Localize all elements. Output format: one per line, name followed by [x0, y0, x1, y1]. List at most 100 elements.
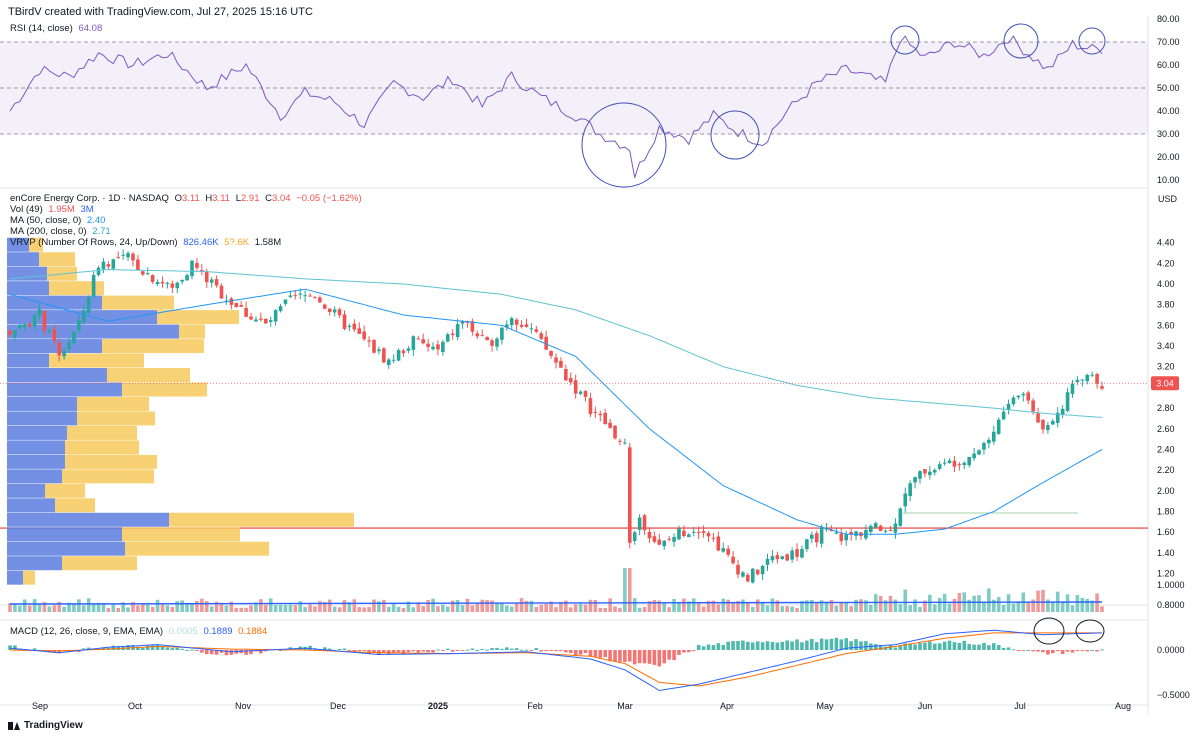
candle-body: [490, 340, 494, 346]
close-label: C: [265, 193, 273, 204]
volume-bar: [67, 602, 71, 612]
macd-histogram-bar: [603, 650, 607, 658]
price-tick-label: 1.40: [1157, 548, 1175, 558]
candle-body: [367, 340, 371, 342]
macd-histogram-bar: [623, 650, 627, 662]
volume-bar: [834, 605, 839, 612]
macd-histogram-bar: [652, 650, 657, 665]
volume-bar: [131, 602, 135, 612]
candle-body: [116, 256, 121, 258]
candle-body: [200, 270, 204, 272]
macd-histogram-bar: [401, 650, 406, 655]
macd-histogram-bar: [598, 650, 603, 658]
macd-histogram-bar: [411, 650, 416, 652]
volume-bar: [116, 607, 121, 612]
candle-body: [421, 339, 425, 344]
volume-bar: [254, 602, 258, 612]
macd-histogram-bar: [1070, 650, 1075, 653]
volume-bar: [96, 602, 101, 612]
candle-body: [923, 469, 927, 474]
macd-histogram-bar: [327, 648, 332, 650]
macd-histogram-bar: [736, 640, 740, 650]
macd-histogram-bar: [342, 648, 347, 650]
candle-body: [32, 314, 37, 327]
volume-bar: [1041, 589, 1045, 612]
candle-body: [445, 334, 450, 342]
high-label: H: [205, 193, 213, 204]
candle-body: [608, 422, 612, 428]
candle-body: [834, 532, 839, 534]
volume-bar: [283, 604, 288, 612]
volume-bar: [460, 605, 465, 612]
price-tick-label: 2.40: [1157, 444, 1175, 454]
macd-histogram-bar: [514, 648, 519, 650]
macd-histogram-bar: [750, 642, 755, 650]
volume-bar: [18, 605, 22, 612]
macd-histogram-bar: [593, 650, 598, 657]
volume-bar: [780, 606, 785, 612]
candle-body: [500, 327, 504, 340]
candle-body: [357, 328, 362, 334]
macd-histogram-bar: [972, 644, 976, 650]
candle-body: [1070, 383, 1075, 394]
candle-body: [696, 531, 701, 533]
volume-profile-up-bar: [7, 440, 65, 455]
volume-bar: [618, 607, 622, 612]
macd-histogram-bar: [844, 638, 849, 650]
volume-bar: [937, 597, 942, 612]
volume-profile-down-bar: [102, 339, 204, 354]
volume-profile-down-bar: [122, 527, 240, 542]
vrvp-legend: VRVP (Number Of Rows, 24, Up/Down) 826.4…: [10, 237, 284, 248]
volume-bar: [795, 607, 799, 612]
rsi-legend: RSI (14, close) 64.08: [10, 23, 105, 34]
volume-bar: [765, 605, 770, 612]
price-tick-label: 3.40: [1157, 341, 1175, 351]
ma200-legend: MA (200, close, 0) 2.71: [10, 226, 114, 237]
candle-body: [741, 572, 745, 577]
candle-body: [849, 532, 853, 535]
volume-bar: [893, 599, 898, 612]
candle-body: [529, 328, 534, 330]
volume-bar: [303, 606, 307, 612]
volume-profile-down-bar: [65, 440, 139, 455]
candle-body: [401, 350, 406, 354]
volume-bar: [401, 607, 406, 612]
candle-body: [505, 324, 509, 328]
ma50-line: [9, 288, 1103, 535]
rsi-annotation-circle: [710, 110, 760, 160]
candle-body: [652, 536, 657, 542]
volume-bar: [908, 605, 912, 612]
candle-body: [1095, 374, 1099, 384]
volume-ma-line: [9, 601, 1103, 605]
macd-histogram-bar: [908, 643, 912, 650]
volume-bar: [790, 606, 794, 612]
macd-histogram-bar: [509, 648, 514, 650]
macd-histogram-bar: [278, 650, 283, 652]
volume-bar: [180, 600, 184, 612]
price-tick-label: 2.80: [1157, 403, 1175, 413]
candle-body: [627, 447, 632, 543]
volume-bar: [746, 602, 750, 612]
candle-body: [618, 440, 622, 442]
volume-bar: [495, 602, 499, 612]
macd-histogram-bar: [141, 647, 145, 650]
candle-body: [888, 530, 893, 532]
candle-body: [1065, 392, 1070, 412]
macd-histogram-bar: [263, 650, 268, 652]
macd-histogram-bar: [170, 648, 175, 650]
volume-bar: [500, 603, 504, 612]
volume-bar: [1006, 594, 1011, 612]
macd-histogram-bar: [682, 650, 686, 653]
volume-profile-up-bar: [7, 382, 122, 397]
macd-histogram-bar: [800, 642, 804, 650]
candle-body: [736, 564, 740, 575]
volume-profile-down-bar: [169, 512, 354, 527]
volume-bar: [554, 607, 558, 612]
candle-body: [805, 539, 809, 550]
candle-body: [204, 271, 209, 283]
candle-body: [185, 275, 189, 281]
volume-bar: [204, 601, 209, 612]
volume-profile-down-bar: [29, 237, 43, 252]
candle-body: [8, 330, 12, 335]
macd-histogram-bar: [136, 646, 140, 650]
